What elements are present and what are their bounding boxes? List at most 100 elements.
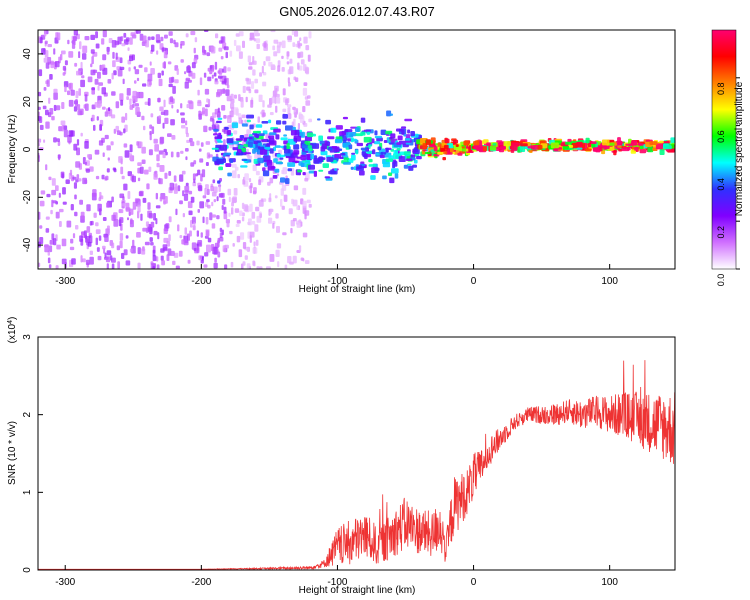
spectrogram-y-tick-label: 0 [22,146,33,152]
spectrogram-cell [195,173,198,177]
spectrogram-cell [229,230,233,235]
spectrogram-cell [389,177,395,184]
spectrogram-cell [237,174,240,179]
spectrogram-cell [296,156,302,159]
spectrogram-cell [153,138,158,144]
spectrogram-cell [390,148,394,152]
spectrogram-cell [53,137,57,143]
spectrogram-cell [231,122,239,129]
spectrogram-cell [213,199,217,203]
spectrogram-cell [335,125,343,130]
spectrogram-cell [147,73,153,82]
spectrogram-cell [89,235,93,244]
spectrogram-cell [286,143,290,149]
spectrogram-cell [258,94,263,102]
spectrogram-cell [113,70,117,76]
spectrogram-cell [81,75,85,79]
spectrogram-cell [286,51,290,57]
spectrogram-cell [604,146,610,149]
spectrogram-cell [159,136,165,144]
spectrogram-cell [569,145,574,148]
spectrogram-cell [187,259,191,264]
spectrogram-cell [244,152,251,155]
spectrogram-cell [134,103,139,107]
spectrogram-cell [368,164,377,167]
spectrogram-cell [126,88,131,96]
spectrogram-cell [440,148,445,152]
spectrogram-cell [163,228,168,234]
spectrogram-cell [230,261,234,268]
spectrogram-cell [122,202,126,207]
spectrogram-cell [111,263,115,269]
spectrogram-cell [136,77,140,82]
spectrogram-cell [222,198,226,205]
spectrogram-cell [532,145,540,150]
spectrogram-cell [255,239,259,246]
spectrogram-cell [412,164,417,168]
spectrogram-cell [155,218,158,225]
spectrogram-cell [179,235,183,239]
spectrogram-cell [187,100,193,104]
spectrogram-cell [393,150,399,155]
spectrogram-cell [458,147,463,152]
spectrogram-cell [220,56,224,60]
spectrogram-cell [303,64,307,72]
spectrogram-cell [98,197,102,202]
spectrogram-cell [102,67,108,75]
spectrogram-cell [129,144,133,153]
spectrogram-cell [82,53,87,60]
spectrogram-cell [282,108,287,113]
spectrogram-cell [304,140,311,146]
spectrogram-cell [68,83,72,89]
spectrogram-cell [102,54,107,61]
spectrogram-marks [38,30,675,269]
colorbar-tick-label: 0.0 [716,274,726,287]
spectrogram-cell [230,103,235,109]
spectrogram-cell [260,111,263,115]
spectrogram-cell [279,157,284,160]
spectrogram-cell [272,223,275,229]
spectrogram-cell [38,142,41,147]
spectrogram-cell [176,109,179,113]
spectrogram-cell [73,30,78,36]
spectrogram-cell [405,134,411,139]
spectrogram-cell [361,151,366,156]
spectrogram-cell [223,115,227,119]
spectrogram-cell [213,128,219,132]
spectrogram-cell [215,33,219,39]
spectrogram-cell [84,141,89,149]
spectrogram-cell [461,148,466,152]
spectrogram-cell [135,107,140,115]
spectrogram-cell [80,255,83,263]
spectrogram-cell [258,179,262,186]
spectrogram-cell [102,245,106,250]
spectrogram-cell [228,212,231,217]
spectrogram-cell [306,153,312,160]
spectrogram-cell [262,100,265,108]
spectrogram-cell [613,150,617,156]
spectrogram-cell [313,170,317,177]
spectrogram-cell [41,48,46,55]
spectrogram-cell [302,87,308,96]
snr-y-multiplier-exp: 4 [7,320,14,324]
spectrogram-cell [192,181,197,187]
spectrogram-cell [53,88,58,93]
spectrogram-cell [655,143,663,150]
spectrogram-cell [119,66,125,70]
spectrogram-cell [407,163,412,166]
spectrogram-cell [117,261,120,269]
spectrogram-cell [229,110,234,118]
spectrogram-cell [61,238,67,247]
spectrogram-cell [382,161,391,168]
spectrogram-cell [233,188,238,196]
spectrogram-cell [121,43,126,47]
spectrogram-cell [111,242,115,249]
spectrogram-cell [176,68,179,75]
spectrogram-cell [393,161,398,167]
spectrogram-cell [247,141,253,148]
spectrogram-cell [150,242,154,246]
spectrogram-cell [295,109,298,114]
spectrogram-cell [156,154,160,162]
spectrogram-cell [265,56,271,62]
spectrogram-cell [206,188,210,195]
